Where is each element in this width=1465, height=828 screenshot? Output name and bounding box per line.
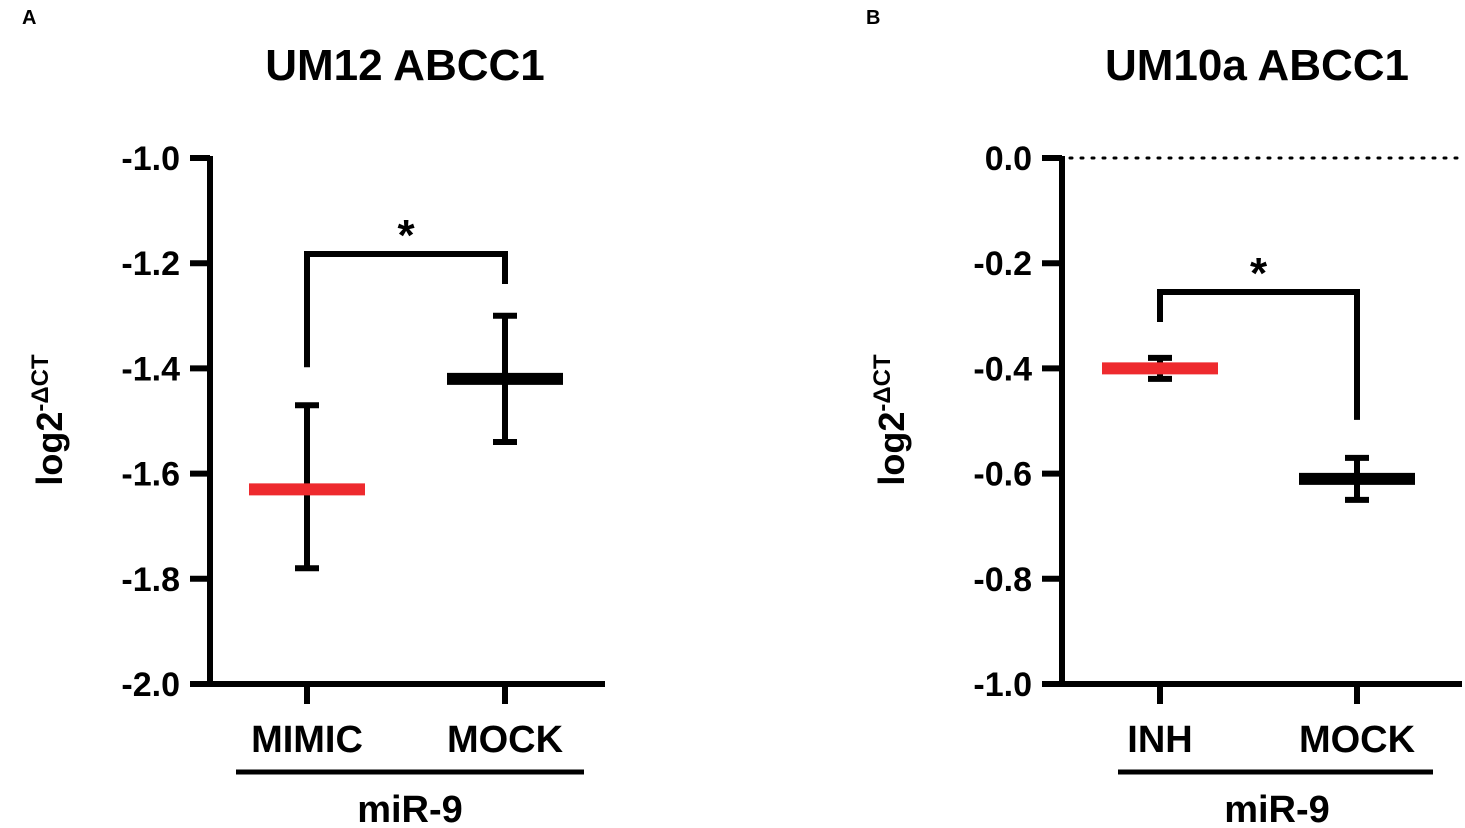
chart-title: UM10a ABCC1: [1105, 41, 1409, 90]
y-tick-label: -2.0: [121, 666, 180, 704]
y-tick-label: 0.0: [985, 140, 1032, 178]
y-tick-label: -1.2: [121, 245, 180, 283]
significance-bracket: [304, 251, 508, 368]
panel-b: B UM10a ABCC1 log2-ΔCT miR-9 -1.0 -0.8 -0.…: [866, 7, 1464, 828]
panel-label: A: [22, 7, 36, 29]
y-tick-label: -1.0: [121, 140, 180, 178]
y-tick-label: -0.8: [973, 561, 1032, 599]
chart-title: UM12 ABCC1: [265, 41, 545, 90]
significance-label: *: [1250, 249, 1268, 298]
y-tick-label: -0.4: [973, 350, 1032, 388]
x-axis-label: miR-9: [357, 789, 463, 828]
y-tick-label: -1.6: [121, 456, 180, 494]
y-tick-label: -1.0: [973, 666, 1032, 704]
panel-label: B: [866, 7, 880, 29]
x-category-label: INH: [1127, 719, 1192, 761]
x-category-label: MOCK: [447, 719, 564, 761]
y-axis-label: log2-ΔCT: [869, 354, 912, 486]
y-tick-label: -0.6: [973, 456, 1032, 494]
x-axis-label: miR-9: [1224, 789, 1330, 828]
y-tick-label: -1.4: [121, 350, 180, 388]
x-category-label: MOCK: [1299, 719, 1416, 761]
x-category-label: MIMIC: [251, 719, 363, 761]
panel-a: A UM12 ABCC1 log2-ΔCT miR-9 -2.0 -1.8 -1.6…: [22, 7, 605, 828]
y-tick-label: -1.8: [121, 561, 180, 599]
significance-bracket: [1157, 289, 1360, 420]
y-axis-label: log2-ΔCT: [27, 354, 70, 486]
y-tick-label: -0.2: [973, 245, 1032, 283]
significance-label: *: [397, 211, 415, 260]
